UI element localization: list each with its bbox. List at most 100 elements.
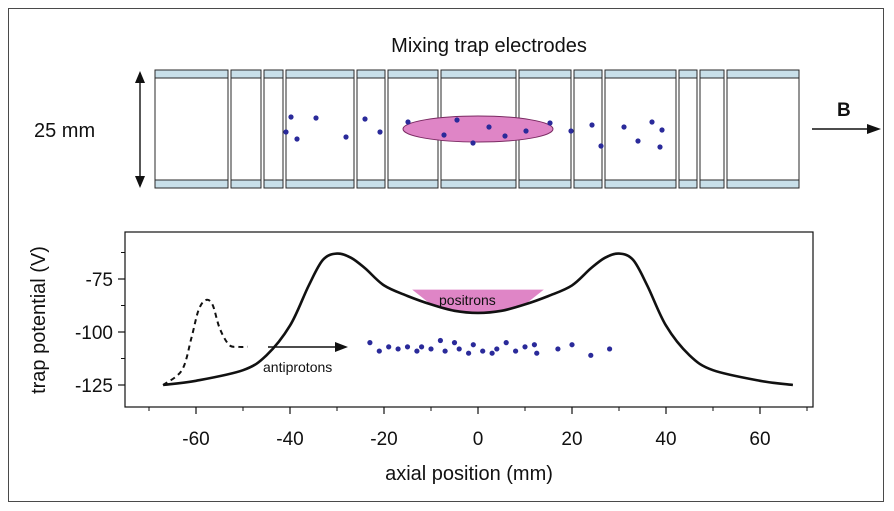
antiproton-arrow (268, 342, 348, 352)
x-tick-label: 60 (749, 429, 770, 450)
particle-dot (454, 117, 459, 122)
y-axis-label: trap potential (V) (28, 246, 50, 394)
field-arrow (812, 124, 881, 134)
field-label: B (837, 100, 851, 121)
particle-dot (313, 115, 318, 120)
electrode-top-1 (155, 70, 228, 78)
particle-dot (377, 129, 382, 134)
antiproton-point (443, 348, 448, 353)
y-tick-label: -125 (75, 376, 113, 397)
antiproton-point (494, 346, 499, 351)
electrode-top-3 (264, 70, 283, 78)
electrode-bottom-7 (441, 180, 516, 188)
particle-dot (405, 119, 410, 124)
particle-dot (441, 132, 446, 137)
particle-dot (547, 120, 552, 125)
electrode-top-11 (679, 70, 697, 78)
antiproton-point (569, 342, 574, 347)
particle-dot (659, 127, 664, 132)
x-tick-label: -60 (182, 429, 209, 450)
antiproton-point (490, 351, 495, 356)
antiproton-point (471, 342, 476, 347)
particle-dot (621, 124, 626, 129)
positron-plasma (403, 116, 553, 142)
electrode-bottom-10 (605, 180, 676, 188)
plot-area (125, 232, 813, 407)
particle-dot (288, 114, 293, 119)
y-tick-label: -75 (86, 270, 113, 291)
antiproton-points (367, 338, 612, 358)
antiproton-point (457, 346, 462, 351)
antiproton-point (377, 348, 382, 353)
electrode-bottom-2 (231, 180, 261, 188)
x-tick-label: -20 (370, 429, 397, 450)
antiproton-point (414, 348, 419, 353)
trap-potential-curve (163, 254, 793, 385)
antiproton-point (466, 351, 471, 356)
particle-dot (343, 134, 348, 139)
positrons-label: positrons (439, 292, 496, 308)
particle-dot (635, 138, 640, 143)
electrode-bottom-3 (264, 180, 283, 188)
electrode-top-8 (519, 70, 571, 78)
particle-dot (502, 133, 507, 138)
x-tick-label: 20 (561, 429, 582, 450)
x-tick-label: -40 (276, 429, 303, 450)
electrode-bottom-1 (155, 180, 228, 188)
electrode-bottom-6 (388, 180, 438, 188)
x-tick-label: 40 (655, 429, 676, 450)
y-tick-label: -100 (75, 323, 113, 344)
electrode-bottom-4 (286, 180, 354, 188)
particle-dot (589, 122, 594, 127)
antiproton-point (428, 346, 433, 351)
antiproton-point (396, 346, 401, 351)
x-tick-label: 0 (473, 429, 484, 450)
electrode-top-4 (286, 70, 354, 78)
particle-dot (362, 116, 367, 121)
electrode-bottom-9 (574, 180, 602, 188)
electrode-title: Mixing trap electrodes (391, 35, 587, 57)
electrode-top-10 (605, 70, 676, 78)
electrode-bottom-12 (700, 180, 724, 188)
electrode-top-13 (727, 70, 799, 78)
electrode-top-7 (441, 70, 516, 78)
electrode-top-12 (700, 70, 724, 78)
particle-dot (283, 129, 288, 134)
antiproton-point (607, 346, 612, 351)
antiproton-point (367, 340, 372, 345)
particle-dot (657, 144, 662, 149)
plot-axes: -60 -40 -20 0 20 40 60 -75 -100 -125 (75, 253, 807, 451)
antiproton-point (534, 351, 539, 356)
antiprotons-label: antiprotons (263, 359, 332, 375)
dimension-label: 25 mm (34, 120, 95, 142)
particle-dot (523, 128, 528, 133)
antiproton-point (405, 344, 410, 349)
electrode-top-6 (388, 70, 438, 78)
antiproton-point (588, 353, 593, 358)
particle-dot (649, 119, 654, 124)
particle-dot (470, 140, 475, 145)
electrode-bottom-8 (519, 180, 571, 188)
electrode-top-9 (574, 70, 602, 78)
antiproton-point (480, 348, 485, 353)
electrode-top-5 (357, 70, 385, 78)
dimension-arrow (135, 71, 145, 188)
antiproton-point (555, 346, 560, 351)
electrode-top-2 (231, 70, 261, 78)
electrode-bottom-13 (727, 180, 799, 188)
antiproton-point (532, 342, 537, 347)
electrode-bottom-11 (679, 180, 697, 188)
particle-dot (294, 136, 299, 141)
antiproton-point (419, 344, 424, 349)
x-axis-label: axial position (mm) (385, 463, 553, 485)
particle-dot (486, 124, 491, 129)
antiproton-point (513, 348, 518, 353)
antiproton-point (386, 344, 391, 349)
antiproton-point (504, 340, 509, 345)
electrode-bottom-5 (357, 180, 385, 188)
antiproton-point (438, 338, 443, 343)
antiproton-point (452, 340, 457, 345)
particle-dot (598, 143, 603, 148)
